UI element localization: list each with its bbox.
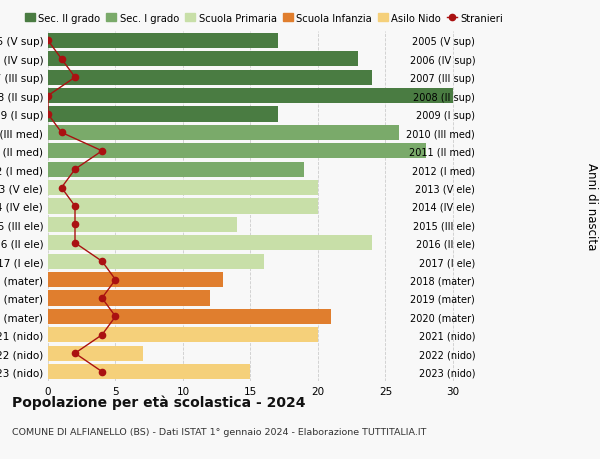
Bar (48, 273, 223, 287)
Bar (48, 107, 277, 122)
Bar (48, 328, 318, 342)
Bar (48, 291, 210, 306)
Bar (48, 126, 399, 140)
Bar (48, 52, 358, 67)
Bar (48, 89, 453, 104)
Bar (48, 254, 264, 269)
Bar (48, 364, 251, 379)
Text: Anni di nascita: Anni di nascita (584, 163, 598, 250)
Bar (48, 346, 143, 361)
Bar (48, 199, 318, 214)
Legend: Sec. II grado, Sec. I grado, Scuola Primaria, Scuola Infanzia, Asilo Nido, Stran: Sec. II grado, Sec. I grado, Scuola Prim… (25, 14, 503, 24)
Text: Popolazione per età scolastica - 2024: Popolazione per età scolastica - 2024 (12, 395, 305, 409)
Bar (48, 34, 277, 49)
Bar (48, 218, 237, 232)
Bar (48, 162, 304, 177)
Bar (48, 144, 426, 159)
Bar (48, 181, 318, 196)
Bar (48, 71, 372, 85)
Bar (48, 309, 331, 324)
Text: COMUNE DI ALFIANELLO (BS) - Dati ISTAT 1° gennaio 2024 - Elaborazione TUTTITALIA: COMUNE DI ALFIANELLO (BS) - Dati ISTAT 1… (12, 427, 427, 436)
Bar (48, 236, 372, 251)
